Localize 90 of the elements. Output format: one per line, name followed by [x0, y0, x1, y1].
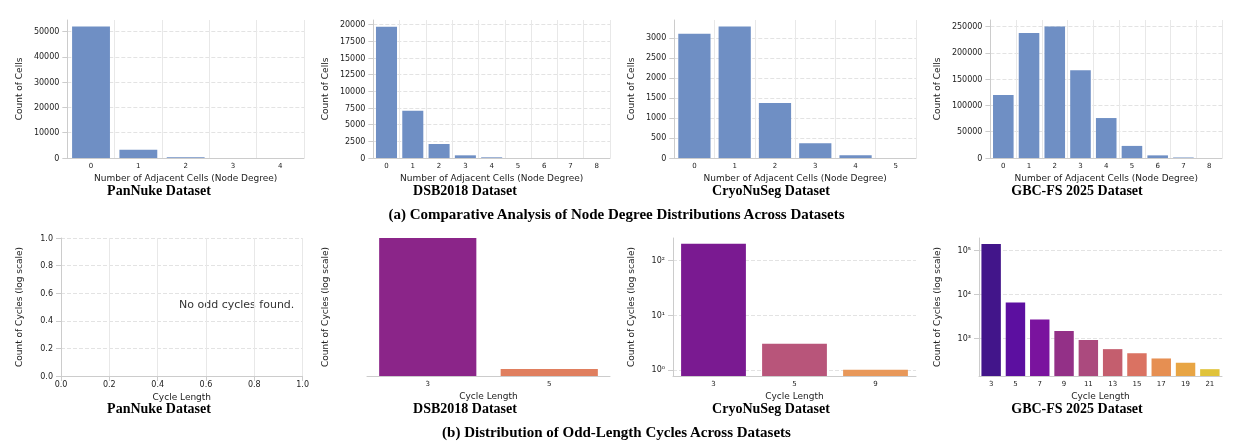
x-axis-title: Cycle Length	[765, 391, 824, 402]
text: DSB2018 Dataset	[413, 182, 518, 198]
x-axis-title: Cycle Length	[459, 391, 518, 402]
x-tick-label: 0.0	[54, 379, 68, 389]
y-tick-label: 17500	[339, 36, 366, 46]
y-tick-label: 20000	[33, 102, 60, 112]
x-axis-title: Number of Adjacent Cells (Node Degree)	[399, 173, 584, 184]
bar	[1044, 26, 1066, 158]
x-axis-title: Number of Adjacent Cells (Node Degree)	[703, 173, 887, 184]
bar	[119, 149, 158, 158]
y-tick-label: 50000	[33, 27, 60, 37]
bar	[375, 26, 398, 158]
y-tick-label: 2500	[645, 53, 667, 63]
y-tick-label: 10000	[339, 86, 366, 96]
y-tick-label: 0	[54, 153, 60, 163]
text: CryoNuSeg Dataset	[712, 400, 831, 416]
x-tick-label: 0.8	[247, 379, 261, 389]
text: (b) Distribution of Odd-Length Cycles Across Datasets	[441, 424, 792, 441]
bar	[402, 110, 424, 158]
y-axis-title: Count of Cycles (log scale)	[13, 246, 24, 368]
y-tick-label: 40000	[33, 52, 60, 62]
y-tick-label: 10¹	[651, 310, 665, 320]
y-tick-label: 0	[977, 153, 983, 163]
y-tick-label: 15000	[339, 53, 366, 63]
bar	[72, 26, 110, 158]
x-axis-title: Cycle Length	[1071, 391, 1130, 402]
y-axis-title: Count of Cells	[931, 57, 942, 121]
y-tick-label: 1000	[645, 113, 667, 123]
text: PanNuke Dataset	[107, 182, 212, 198]
y-tick-label: 10⁴	[957, 289, 971, 299]
text: DSB2018 Dataset	[413, 400, 518, 416]
bar	[799, 143, 832, 158]
annotation: No odd cycles found.	[179, 298, 295, 311]
y-tick-label: 150000	[951, 74, 983, 84]
y-axis-title: Count of Cells	[625, 57, 636, 121]
x-tick-label: 0.4	[151, 379, 165, 389]
y-axis-title: Count of Cells	[319, 57, 330, 121]
y-tick-label: 2000	[645, 73, 667, 83]
y-tick-label: 100000	[951, 100, 983, 110]
bar	[993, 94, 1014, 158]
bar	[839, 155, 872, 158]
y-tick-label: 7500	[344, 103, 366, 113]
text: CryoNuSeg Dataset	[712, 182, 831, 198]
y-tick-label: 10000	[33, 128, 60, 138]
bar	[1121, 145, 1143, 158]
text: GBC-FS 2025 Dataset	[1011, 182, 1144, 198]
bar	[678, 33, 711, 158]
y-tick-label: 12500	[339, 70, 366, 80]
y-tick-label: 0.2	[40, 343, 53, 353]
y-tick-label: 0.0	[40, 371, 53, 381]
bar	[758, 103, 792, 158]
bar	[1018, 32, 1040, 158]
y-axis-title: Count of Cycles (log scale)	[931, 246, 942, 368]
y-tick-label: 1.0	[40, 233, 53, 243]
bar	[1147, 155, 1168, 158]
bar	[428, 144, 450, 158]
x-axis-title: Number of Adjacent Cells (Node Degree)	[93, 173, 278, 184]
y-tick-label: 2500	[344, 136, 366, 146]
text: GBC-FS 2025 Dataset	[1011, 400, 1144, 416]
y-tick-label: 200000	[951, 48, 983, 58]
x-tick-label: 1.0	[296, 379, 310, 389]
y-tick-label: 10⁰	[651, 365, 665, 375]
bar	[1070, 70, 1091, 158]
y-tick-label: 1500	[645, 93, 667, 103]
y-tick-label: 10³	[957, 333, 971, 343]
y-tick-label: 50000	[956, 127, 983, 137]
text: (a) Comparative Analysis of Node Degree Distributions Across Datasets	[387, 206, 846, 223]
x-axis-title: Cycle Length	[152, 392, 212, 403]
y-axis-title: Count of Cycles (log scale)	[319, 246, 330, 368]
y-tick-label: 0	[661, 153, 667, 163]
y-tick-label: 10⁵	[957, 245, 971, 255]
y-tick-label: 3000	[645, 33, 667, 43]
y-axis-title: Count of Cells	[13, 57, 24, 121]
bar	[718, 26, 751, 158]
y-tick-label: 250000	[951, 22, 983, 32]
bar	[1095, 118, 1117, 158]
y-tick-label: 0.4	[40, 316, 53, 326]
y-tick-label: 0.6	[40, 288, 53, 298]
y-tick-label: 30000	[33, 77, 60, 87]
x-tick-label: 0.6	[199, 379, 213, 389]
y-tick-label: 20000	[339, 20, 366, 30]
y-axis-title: Count of Cycles (log scale)	[625, 246, 636, 368]
y-tick-label: 0	[360, 153, 366, 163]
x-axis-title: Number of Adjacent Cells (Node Degree)	[1014, 173, 1198, 184]
bar	[454, 155, 476, 158]
y-tick-label: 500	[650, 133, 667, 143]
y-tick-label: 5000	[344, 120, 366, 130]
x-tick-label: 0.2	[102, 379, 116, 389]
y-tick-label: 10²	[651, 256, 665, 266]
y-tick-label: 0.8	[40, 261, 53, 271]
